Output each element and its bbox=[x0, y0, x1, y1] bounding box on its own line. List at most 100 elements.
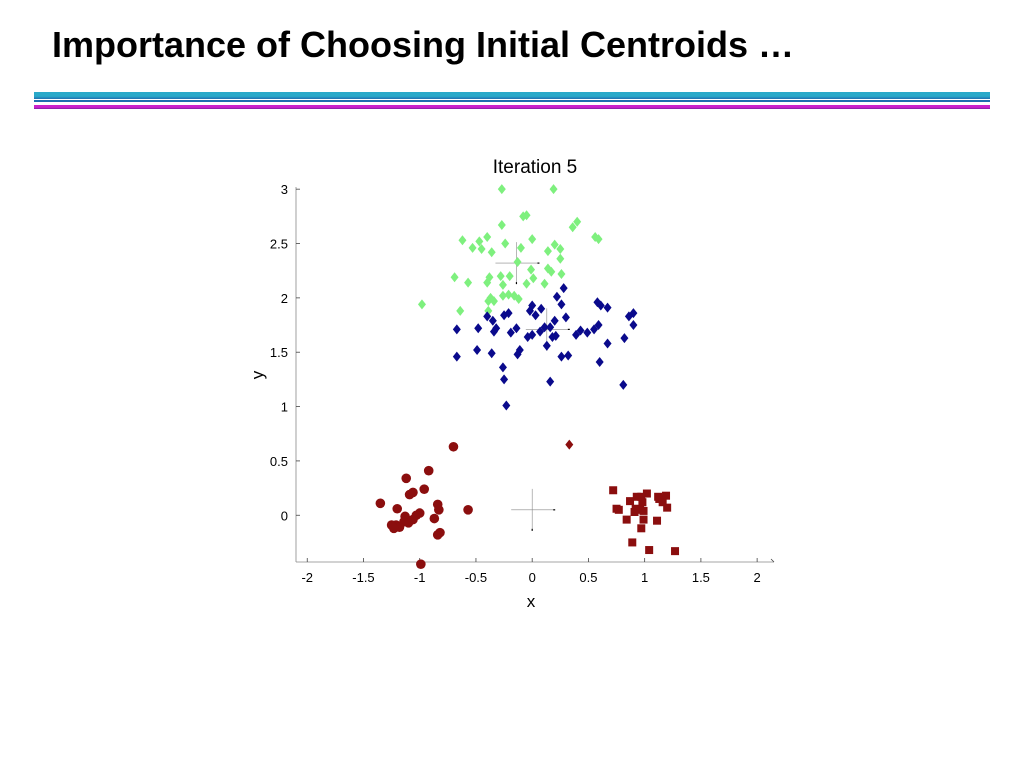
point-square bbox=[642, 489, 651, 498]
point-diamond bbox=[502, 400, 511, 411]
point-diamond bbox=[506, 327, 515, 338]
point-diamond bbox=[516, 242, 525, 253]
point-diamond bbox=[629, 320, 638, 331]
point-circle bbox=[423, 465, 434, 476]
point-square bbox=[662, 491, 671, 500]
point-diamond bbox=[483, 277, 492, 288]
point-diamond bbox=[565, 439, 574, 450]
point-square bbox=[626, 497, 635, 506]
point-diamond bbox=[519, 211, 528, 222]
point-diamond bbox=[573, 216, 582, 227]
point-square bbox=[628, 538, 637, 547]
point-diamond bbox=[501, 238, 510, 249]
point-diamond bbox=[590, 324, 599, 335]
centroids bbox=[495, 242, 570, 531]
point-diamond bbox=[505, 271, 514, 282]
point-diamond bbox=[522, 278, 531, 289]
point-diamond bbox=[547, 266, 556, 277]
point-diamond bbox=[557, 268, 566, 279]
point-diamond bbox=[529, 273, 538, 284]
point-diamond bbox=[603, 302, 612, 313]
point-diamond bbox=[456, 305, 465, 316]
point-diamond bbox=[513, 257, 522, 267]
point-diamond bbox=[556, 243, 565, 254]
x-tick-label: 2 bbox=[754, 570, 761, 585]
point-diamond bbox=[527, 264, 536, 275]
point-diamond bbox=[500, 374, 509, 385]
point-circle bbox=[375, 498, 386, 509]
point-diamond bbox=[546, 376, 555, 387]
x-tick-label: 0.5 bbox=[579, 570, 597, 585]
point-square bbox=[637, 492, 646, 501]
point-circle bbox=[401, 473, 412, 484]
y-tick-label: 0.5 bbox=[270, 454, 288, 469]
point-diamond bbox=[540, 278, 549, 289]
y-tick-label: 1.5 bbox=[270, 345, 288, 360]
point-diamond bbox=[450, 272, 459, 283]
point-diamond bbox=[523, 332, 532, 342]
point-diamond bbox=[542, 340, 551, 351]
point-square bbox=[645, 546, 654, 555]
header-rule-blue bbox=[34, 100, 990, 102]
point-diamond bbox=[489, 326, 498, 337]
point-diamond bbox=[564, 350, 573, 361]
point-diamond bbox=[557, 299, 566, 310]
header-rule-cyan bbox=[34, 92, 990, 99]
x-axis-end-mark bbox=[770, 558, 775, 563]
point-diamond bbox=[497, 220, 506, 231]
point-diamond bbox=[525, 305, 534, 316]
point-diamond bbox=[484, 296, 493, 307]
point-diamond bbox=[464, 277, 473, 288]
point-square bbox=[637, 524, 646, 533]
y-tick-label: 0 bbox=[281, 508, 288, 523]
point-diamond bbox=[500, 310, 509, 321]
point-diamond bbox=[548, 332, 557, 342]
point-square bbox=[653, 516, 662, 525]
point-diamond bbox=[498, 290, 507, 301]
point-diamond bbox=[488, 315, 497, 326]
y-axis-label: y bbox=[248, 370, 267, 379]
point-diamond bbox=[559, 283, 568, 294]
point-diamond bbox=[487, 348, 496, 359]
point-square bbox=[614, 505, 623, 514]
y-tick-label: 3 bbox=[281, 182, 288, 197]
point-square bbox=[663, 503, 672, 512]
x-tick-label: -1.5 bbox=[352, 570, 374, 585]
point-diamond bbox=[477, 243, 486, 254]
point-diamond bbox=[537, 303, 546, 314]
x-tick-label: 1.5 bbox=[692, 570, 710, 585]
point-diamond bbox=[572, 329, 581, 340]
point-diamond bbox=[531, 310, 540, 321]
point-square bbox=[622, 515, 631, 524]
point-circle bbox=[403, 518, 414, 528]
point-square bbox=[609, 486, 618, 495]
x-tick-label: 0 bbox=[529, 570, 536, 585]
chart-title: Iteration 5 bbox=[493, 157, 578, 178]
centroid-marker bbox=[511, 488, 556, 531]
point-diamond bbox=[528, 234, 537, 245]
y-tick-label: 2.5 bbox=[270, 237, 288, 252]
point-square bbox=[630, 508, 639, 516]
point-diamond bbox=[595, 357, 604, 367]
point-diamond bbox=[512, 323, 521, 334]
point-diamond bbox=[536, 326, 545, 337]
point-diamond bbox=[550, 315, 559, 326]
data-points bbox=[375, 184, 680, 569]
point-circle bbox=[429, 513, 440, 524]
point-diamond bbox=[513, 349, 522, 360]
point-diamond bbox=[543, 246, 552, 257]
axes: -2 -1.5 -1 -0.5 0 0.5 1 1.5 2 0 0.5 1 1.5 2 2.5 3 bbox=[270, 182, 775, 585]
point-diamond bbox=[552, 291, 561, 302]
point-diamond bbox=[483, 311, 492, 322]
point-square bbox=[639, 506, 648, 515]
point-diamond bbox=[498, 362, 507, 373]
point-diamond bbox=[474, 323, 483, 334]
point-diamond bbox=[556, 253, 565, 264]
point-diamond bbox=[475, 236, 484, 247]
point-diamond bbox=[549, 184, 558, 195]
point-diamond bbox=[496, 271, 505, 282]
header-rule-magenta bbox=[34, 105, 990, 109]
point-diamond bbox=[510, 290, 519, 301]
point-diamond bbox=[546, 322, 555, 333]
point-diamond bbox=[487, 247, 496, 258]
